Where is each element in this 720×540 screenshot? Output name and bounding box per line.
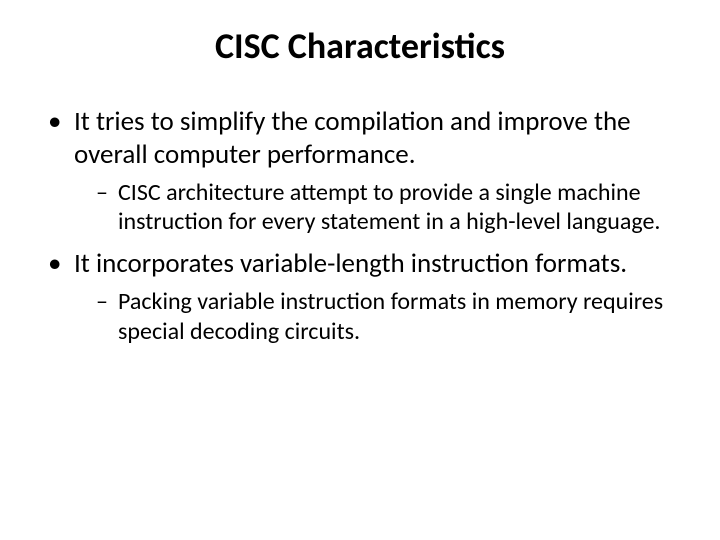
sub-bullet-text: Packing variable instruction formats in … [118,287,663,345]
sub-bullet-list: CISC architecture attempt to provide a s… [74,178,680,237]
bullet-list: It tries to simplify the compilation and… [40,106,680,346]
bullet-text: It tries to simplify the compilation and… [74,105,631,171]
sub-bullet-text: CISC architecture attempt to provide a s… [118,178,660,236]
list-item: It incorporates variable-length instruct… [40,248,680,345]
list-item: Packing variable instruction formats in … [94,287,680,346]
slide-title: CISC Characteristics [40,24,680,68]
bullet-text: It incorporates variable-length instruct… [74,247,627,280]
list-item: It tries to simplify the compilation and… [40,106,680,236]
list-item: CISC architecture attempt to provide a s… [94,178,680,237]
sub-bullet-list: Packing variable instruction formats in … [74,287,680,346]
